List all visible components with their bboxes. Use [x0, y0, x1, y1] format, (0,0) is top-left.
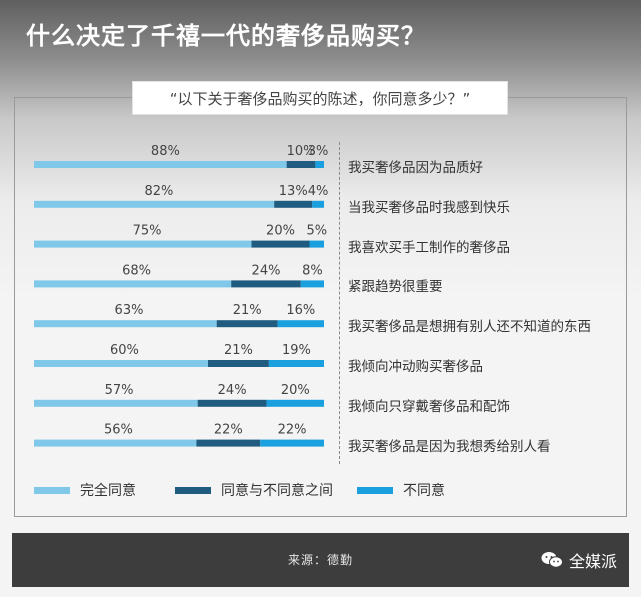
- data-label-completely-agree: 82%: [144, 184, 173, 199]
- bar-segment-disagree: [266, 399, 324, 407]
- bar-segment-disagree: [300, 280, 324, 288]
- data-label-neutral: 20%: [266, 224, 295, 239]
- bar-segment-neutral: [208, 360, 269, 367]
- source-text: 来源：德勤: [287, 553, 353, 567]
- legend-label-neutral: 同意与不同意之间: [221, 483, 333, 499]
- data-label-completely-agree: 56%: [104, 423, 133, 438]
- page-title: 什么决定了千禧一代的奢侈品购买？: [26, 22, 426, 50]
- category-label: 我买奢侈品是因为我想秀给别人看: [348, 438, 551, 455]
- data-label-neutral: 22%: [214, 423, 243, 438]
- bar-segment-disagree: [268, 360, 324, 367]
- bar-segment-completely-agree: [34, 399, 198, 407]
- bar-segment-disagree: [277, 320, 324, 328]
- data-label-disagree: 16%: [286, 303, 315, 318]
- bar-segment-disagree: [312, 200, 324, 208]
- bar-segment-neutral: [197, 399, 267, 407]
- bar-segment-completely-agree: [34, 280, 232, 288]
- data-label-completely-agree: 63%: [115, 303, 144, 318]
- bar-segment-neutral: [196, 439, 261, 447]
- bar-segment-neutral: [231, 280, 301, 288]
- data-label-completely-agree: 60%: [110, 343, 139, 358]
- category-label: 我喜欢买手工制作的奢侈品: [348, 239, 510, 256]
- data-label-disagree: 20%: [281, 383, 310, 398]
- data-label-disagree: 8%: [302, 263, 323, 278]
- bar-segment-disagree: [315, 161, 324, 168]
- bar-segment-completely-agree: [34, 360, 208, 367]
- bar-segment-completely-agree: [34, 439, 197, 447]
- data-label-completely-agree: 68%: [122, 263, 151, 278]
- bar-segment-neutral: [286, 161, 316, 168]
- data-label-completely-agree: 88%: [151, 144, 180, 159]
- data-label-neutral: 10%: [287, 144, 316, 159]
- brand-name: 全媒派: [568, 552, 617, 571]
- data-label-disagree: 4%: [308, 184, 329, 199]
- footer-bar: 来源：德勤 全媒派: [12, 533, 629, 587]
- bar-segment-completely-agree: [34, 161, 287, 168]
- chart-subtitle: “以下关于奢侈品购买的陈述，你同意多少？”: [133, 82, 507, 114]
- data-label-neutral: 24%: [218, 383, 247, 398]
- category-label: 我倾向只穿戴奢侈品和配饰: [348, 398, 510, 415]
- legend-swatch-disagree: [357, 486, 393, 494]
- data-label-disagree: 19%: [282, 343, 311, 358]
- legend-item-completely-agree: 完全同意: [34, 480, 136, 500]
- bar-segment-completely-agree: [34, 240, 252, 248]
- bar-segment-neutral: [251, 240, 310, 248]
- category-label: 我倾向冲动购买奢侈品: [348, 359, 483, 375]
- legend-item-disagree: 不同意: [357, 480, 445, 500]
- bar-segment-disagree: [260, 439, 324, 447]
- bar-segment-neutral: [274, 200, 313, 208]
- data-label-neutral: 13%: [279, 184, 308, 199]
- legend-swatch-neutral: [175, 486, 211, 494]
- data-label-disagree: 3%: [308, 144, 329, 159]
- data-label-neutral: 24%: [252, 263, 281, 278]
- bar-segment-neutral: [216, 320, 278, 328]
- data-label-completely-agree: 57%: [105, 383, 134, 398]
- wechat-icon: [541, 552, 563, 568]
- legend-item-neutral: 同意与不同意之间: [175, 480, 333, 500]
- data-label-neutral: 21%: [224, 343, 253, 358]
- data-label-disagree: 22%: [278, 423, 307, 438]
- data-label-completely-agree: 75%: [133, 224, 162, 239]
- bar-segment-completely-agree: [34, 200, 275, 208]
- bar-segment-completely-agree: [34, 320, 217, 328]
- label-divider: [339, 142, 340, 464]
- legend-swatch-completely-agree: [34, 486, 70, 494]
- brand-mark: 全媒派: [541, 548, 617, 572]
- category-label: 我买奢侈品是想拥有别人还不知道的东西: [348, 319, 591, 336]
- legend-label-disagree: 不同意: [403, 483, 445, 499]
- data-label-neutral: 21%: [233, 303, 262, 318]
- data-label-disagree: 5%: [306, 224, 327, 239]
- category-label: 我买奢侈品因为品质好: [348, 160, 483, 176]
- category-label: 当我买奢侈品时我感到快乐: [348, 199, 510, 216]
- bar-segment-disagree: [309, 240, 324, 248]
- category-label: 紧跟趋势很重要: [348, 279, 443, 296]
- legend-label-completely-agree: 完全同意: [80, 483, 136, 499]
- subtitle-text: “以下关于奢侈品购买的陈述，你同意多少？”: [169, 89, 471, 108]
